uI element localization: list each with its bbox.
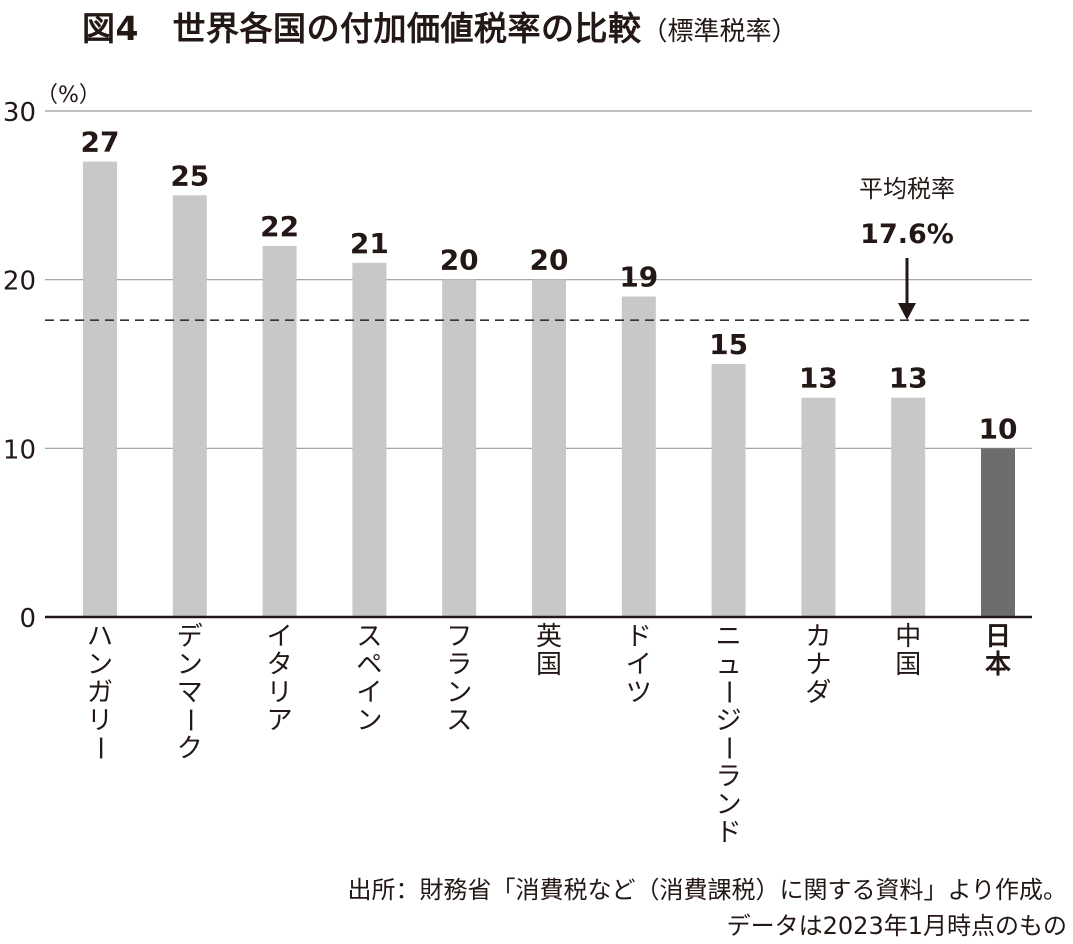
x-tick-label-char: ダ [805, 678, 831, 708]
chart-title-main: 図4 世界各国の付加価値税率の比較 [82, 9, 642, 48]
x-tick-label-char: ナ [805, 650, 831, 680]
x-tick-label-char: マ [177, 678, 203, 708]
bar-value-label: 13 [799, 362, 838, 395]
bar-value-label: 27 [81, 126, 120, 159]
y-tick-label: 10 [3, 435, 36, 465]
bar [532, 279, 566, 617]
x-tick-label-char: ジ [716, 706, 742, 736]
y-tick-label: 20 [3, 267, 36, 297]
bar-chart: 27ハンガリー25デンマーク22イタリア21スペイン20フランス20英国19ドイ… [3, 83, 1032, 848]
x-tick-label-char: ラ [446, 650, 472, 680]
chart-title-sub: （標準税率） [641, 17, 798, 47]
x-tick-label-char: カ [805, 622, 831, 652]
x-tick-label-char: イ [626, 650, 652, 680]
x-tick-label-char: ュ [716, 650, 742, 680]
x-tick-label-char: ス [356, 622, 382, 652]
bar [801, 397, 836, 617]
bar [262, 245, 297, 617]
x-tick-label-char: ス [446, 706, 472, 736]
bar-value-label: 10 [979, 412, 1018, 445]
bar [981, 448, 1015, 617]
bar [83, 161, 117, 617]
x-tick-label-char: デ [177, 622, 203, 652]
x-tick-label-char: ニ [716, 622, 742, 652]
x-tick-label-char: ド [626, 622, 652, 652]
y-axis-unit: （%） [36, 83, 101, 108]
average-label: 平均税率 [859, 175, 955, 203]
bar [621, 296, 656, 617]
x-tick-label-char: イ [267, 622, 293, 652]
x-tick-label-char: ツ [626, 678, 652, 708]
x-tick-label-char: ン [356, 706, 382, 736]
x-tick-label-char: 本 [985, 650, 1011, 680]
average-arrow [898, 258, 916, 320]
x-tick-label-char: ー [713, 735, 743, 761]
x-tick-label-char: ー [713, 679, 743, 705]
x-tick-label-char: ー [84, 735, 114, 761]
x-tick-label-char: ー [174, 707, 204, 733]
y-tick-label: 0 [19, 604, 36, 634]
x-tick-label-char: ン [87, 650, 113, 680]
chart-title: 図4 世界各国の付加価値税率の比較（標準税率） [82, 2, 797, 50]
data-date-note: データは2023年1月時点のもの [726, 912, 1067, 940]
x-tick-label-char: ア [267, 706, 293, 736]
x-tick-label-char: イ [356, 678, 382, 708]
bar [891, 397, 926, 617]
x-tick-label-char: 国 [536, 650, 562, 680]
x-tick-label-char: ペ [356, 650, 382, 680]
x-tick-label-char: ン [446, 678, 472, 708]
bar [442, 279, 477, 617]
bar-value-label: 20 [440, 244, 479, 277]
bar-value-label: 21 [350, 227, 389, 260]
x-tick-label-char: 国 [895, 650, 921, 680]
x-tick-label-char: ラ [716, 762, 742, 792]
bar-value-label: 22 [260, 210, 299, 243]
bar-value-label: 25 [170, 159, 209, 192]
x-tick-label-char: ド [716, 818, 742, 848]
x-tick-label-char: フ [446, 622, 472, 652]
x-tick-label-char: リ [267, 678, 293, 708]
bar-value-label: 15 [709, 328, 748, 361]
y-tick-label: 30 [3, 98, 36, 128]
x-tick-label-char: ン [716, 790, 742, 820]
x-tick-label-char: ン [177, 650, 203, 680]
x-tick-label-char: ガ [87, 678, 113, 708]
x-tick-label-char: リ [87, 706, 113, 736]
bar-value-label: 20 [530, 244, 569, 277]
source-note: 出所：財務省「消費税など（消費課税）に関する資料」より作成。 [347, 876, 1067, 904]
bar [711, 364, 746, 617]
x-tick-label-char: タ [267, 650, 293, 680]
bar-value-label: 13 [889, 362, 928, 395]
x-tick-label-char: ク [177, 734, 203, 764]
x-tick-label-char: ハ [87, 622, 113, 652]
bar-value-label: 19 [619, 261, 658, 294]
x-tick-label-char: 日 [985, 622, 1011, 652]
bar [172, 195, 207, 618]
bar [352, 262, 387, 617]
x-tick-label-char: 中 [895, 622, 921, 652]
average-value: 17.6% [860, 219, 954, 250]
x-tick-label-char: 英 [536, 622, 562, 652]
